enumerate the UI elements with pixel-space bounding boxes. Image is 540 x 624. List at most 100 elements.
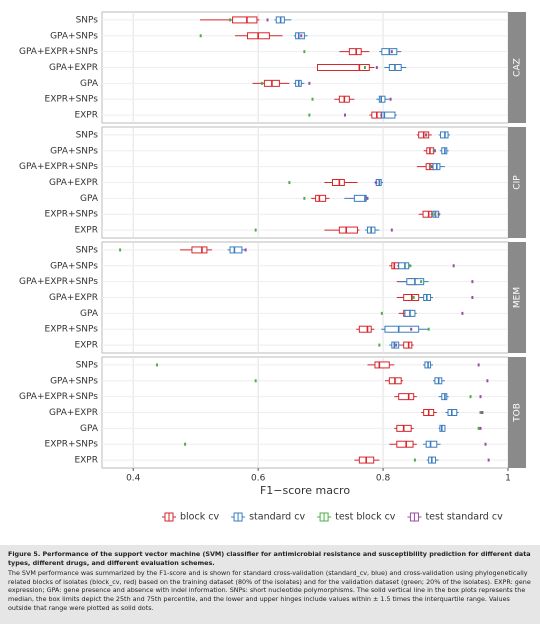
test-point bbox=[389, 97, 392, 101]
test-point bbox=[378, 343, 381, 347]
test-point bbox=[452, 264, 455, 268]
test-point bbox=[266, 18, 269, 22]
box bbox=[315, 194, 327, 202]
test-point bbox=[433, 212, 436, 216]
test-point bbox=[461, 311, 464, 315]
x-tick-label: 0.8 bbox=[376, 474, 391, 484]
test-point bbox=[433, 149, 436, 153]
chart: F1−score macro SNPs GPA+SNPs GPA+EXPR+SNPs… bbox=[19, 11, 526, 523]
y-tick-label: EXPR+SNPs bbox=[45, 440, 99, 450]
y-tick-label: EXPR bbox=[74, 226, 98, 236]
test-point bbox=[408, 264, 411, 268]
test-point bbox=[471, 280, 474, 284]
test-point bbox=[254, 228, 257, 232]
box bbox=[381, 111, 396, 119]
caption: Figure 5. Performance of the support vec… bbox=[0, 545, 540, 624]
test-point bbox=[343, 113, 346, 117]
x-axis-label: F1−score macro bbox=[260, 484, 350, 497]
test-point bbox=[437, 212, 440, 216]
y-tick-label: SNPs bbox=[76, 15, 99, 25]
test-point bbox=[184, 442, 187, 446]
test-point bbox=[260, 81, 263, 85]
test-point bbox=[390, 228, 393, 232]
legend-label: test block cv bbox=[335, 512, 396, 523]
y-tick-label: GPA+EXPR bbox=[49, 178, 98, 188]
box bbox=[384, 325, 420, 333]
box bbox=[398, 262, 410, 270]
test-point bbox=[430, 165, 433, 169]
test-point bbox=[380, 311, 383, 315]
box bbox=[422, 210, 433, 218]
y-tick-label: GPA bbox=[80, 79, 99, 89]
test-point bbox=[288, 181, 291, 184]
test-point bbox=[410, 327, 413, 331]
test-point bbox=[481, 411, 484, 414]
test-point bbox=[155, 363, 158, 367]
test-point bbox=[395, 343, 398, 347]
y-tick-label: GPA+SNPs bbox=[50, 376, 98, 386]
test-point bbox=[308, 113, 311, 117]
test-point bbox=[429, 165, 432, 169]
y-tick-label: GPA bbox=[80, 424, 99, 434]
box bbox=[348, 48, 362, 56]
y-tick-label: EXPR bbox=[74, 341, 98, 351]
caption-text: The SVM performance was summarized by th… bbox=[8, 569, 531, 612]
y-tick-label: EXPR+SNPs bbox=[45, 210, 99, 220]
legend-label: standard cv bbox=[249, 512, 305, 523]
test-point bbox=[244, 248, 247, 252]
test-point bbox=[477, 426, 480, 430]
box bbox=[232, 16, 258, 24]
test-point bbox=[311, 97, 314, 101]
x-tick-label: 0.4 bbox=[126, 474, 141, 484]
y-tick-label: EXPR+SNPs bbox=[45, 325, 99, 335]
y-tick-label: GPA bbox=[80, 309, 99, 319]
test-point bbox=[229, 18, 232, 22]
test-point bbox=[471, 296, 474, 299]
strip-label: CAZ bbox=[513, 58, 523, 77]
test-point bbox=[412, 296, 415, 299]
y-tick-label: GPA+EXPR+SNPs bbox=[19, 277, 98, 287]
y-tick-label: GPA bbox=[80, 194, 99, 204]
y-tick-label: GPA+EXPR+SNPs bbox=[19, 392, 98, 402]
test-point bbox=[303, 196, 306, 200]
box bbox=[398, 393, 415, 401]
test-point bbox=[479, 426, 482, 430]
strip-label: CIP bbox=[513, 175, 523, 190]
box bbox=[374, 361, 390, 369]
y-tick-label: EXPR bbox=[74, 111, 98, 121]
y-tick-label: GPA+SNPs bbox=[50, 261, 98, 271]
test-point bbox=[469, 395, 472, 399]
test-point bbox=[413, 458, 416, 462]
box bbox=[191, 246, 208, 254]
box bbox=[295, 32, 305, 40]
strip bbox=[508, 127, 526, 238]
test-point bbox=[119, 248, 122, 252]
y-tick-label: GPA+EXPR bbox=[49, 293, 98, 303]
test-point bbox=[300, 34, 303, 38]
strip-label: MEM bbox=[513, 287, 523, 308]
box bbox=[338, 226, 358, 234]
box bbox=[403, 341, 413, 349]
y-tick-label: GPA+SNPs bbox=[50, 31, 98, 41]
test-point bbox=[427, 327, 430, 331]
y-tick-label: GPA+EXPR bbox=[49, 408, 98, 418]
test-point bbox=[303, 50, 306, 54]
test-point bbox=[366, 196, 369, 200]
test-point bbox=[308, 81, 311, 85]
x-tick-label: 1 bbox=[505, 474, 511, 484]
y-tick-label: EXPR+SNPs bbox=[45, 95, 99, 105]
box bbox=[353, 194, 367, 202]
y-tick-label: EXPR bbox=[74, 456, 98, 466]
caption-title: Figure 5. Performance of the support vec… bbox=[8, 550, 531, 567]
test-point bbox=[375, 181, 378, 184]
test-point bbox=[199, 34, 202, 38]
test-point bbox=[477, 363, 480, 367]
test-point bbox=[363, 66, 366, 69]
y-tick-label: GPA+EXPR+SNPs bbox=[19, 47, 98, 57]
y-tick-label: SNPs bbox=[76, 245, 99, 255]
test-point bbox=[390, 50, 393, 54]
y-tick-label: SNPs bbox=[76, 130, 99, 140]
test-point bbox=[479, 395, 482, 399]
test-point bbox=[420, 280, 423, 284]
